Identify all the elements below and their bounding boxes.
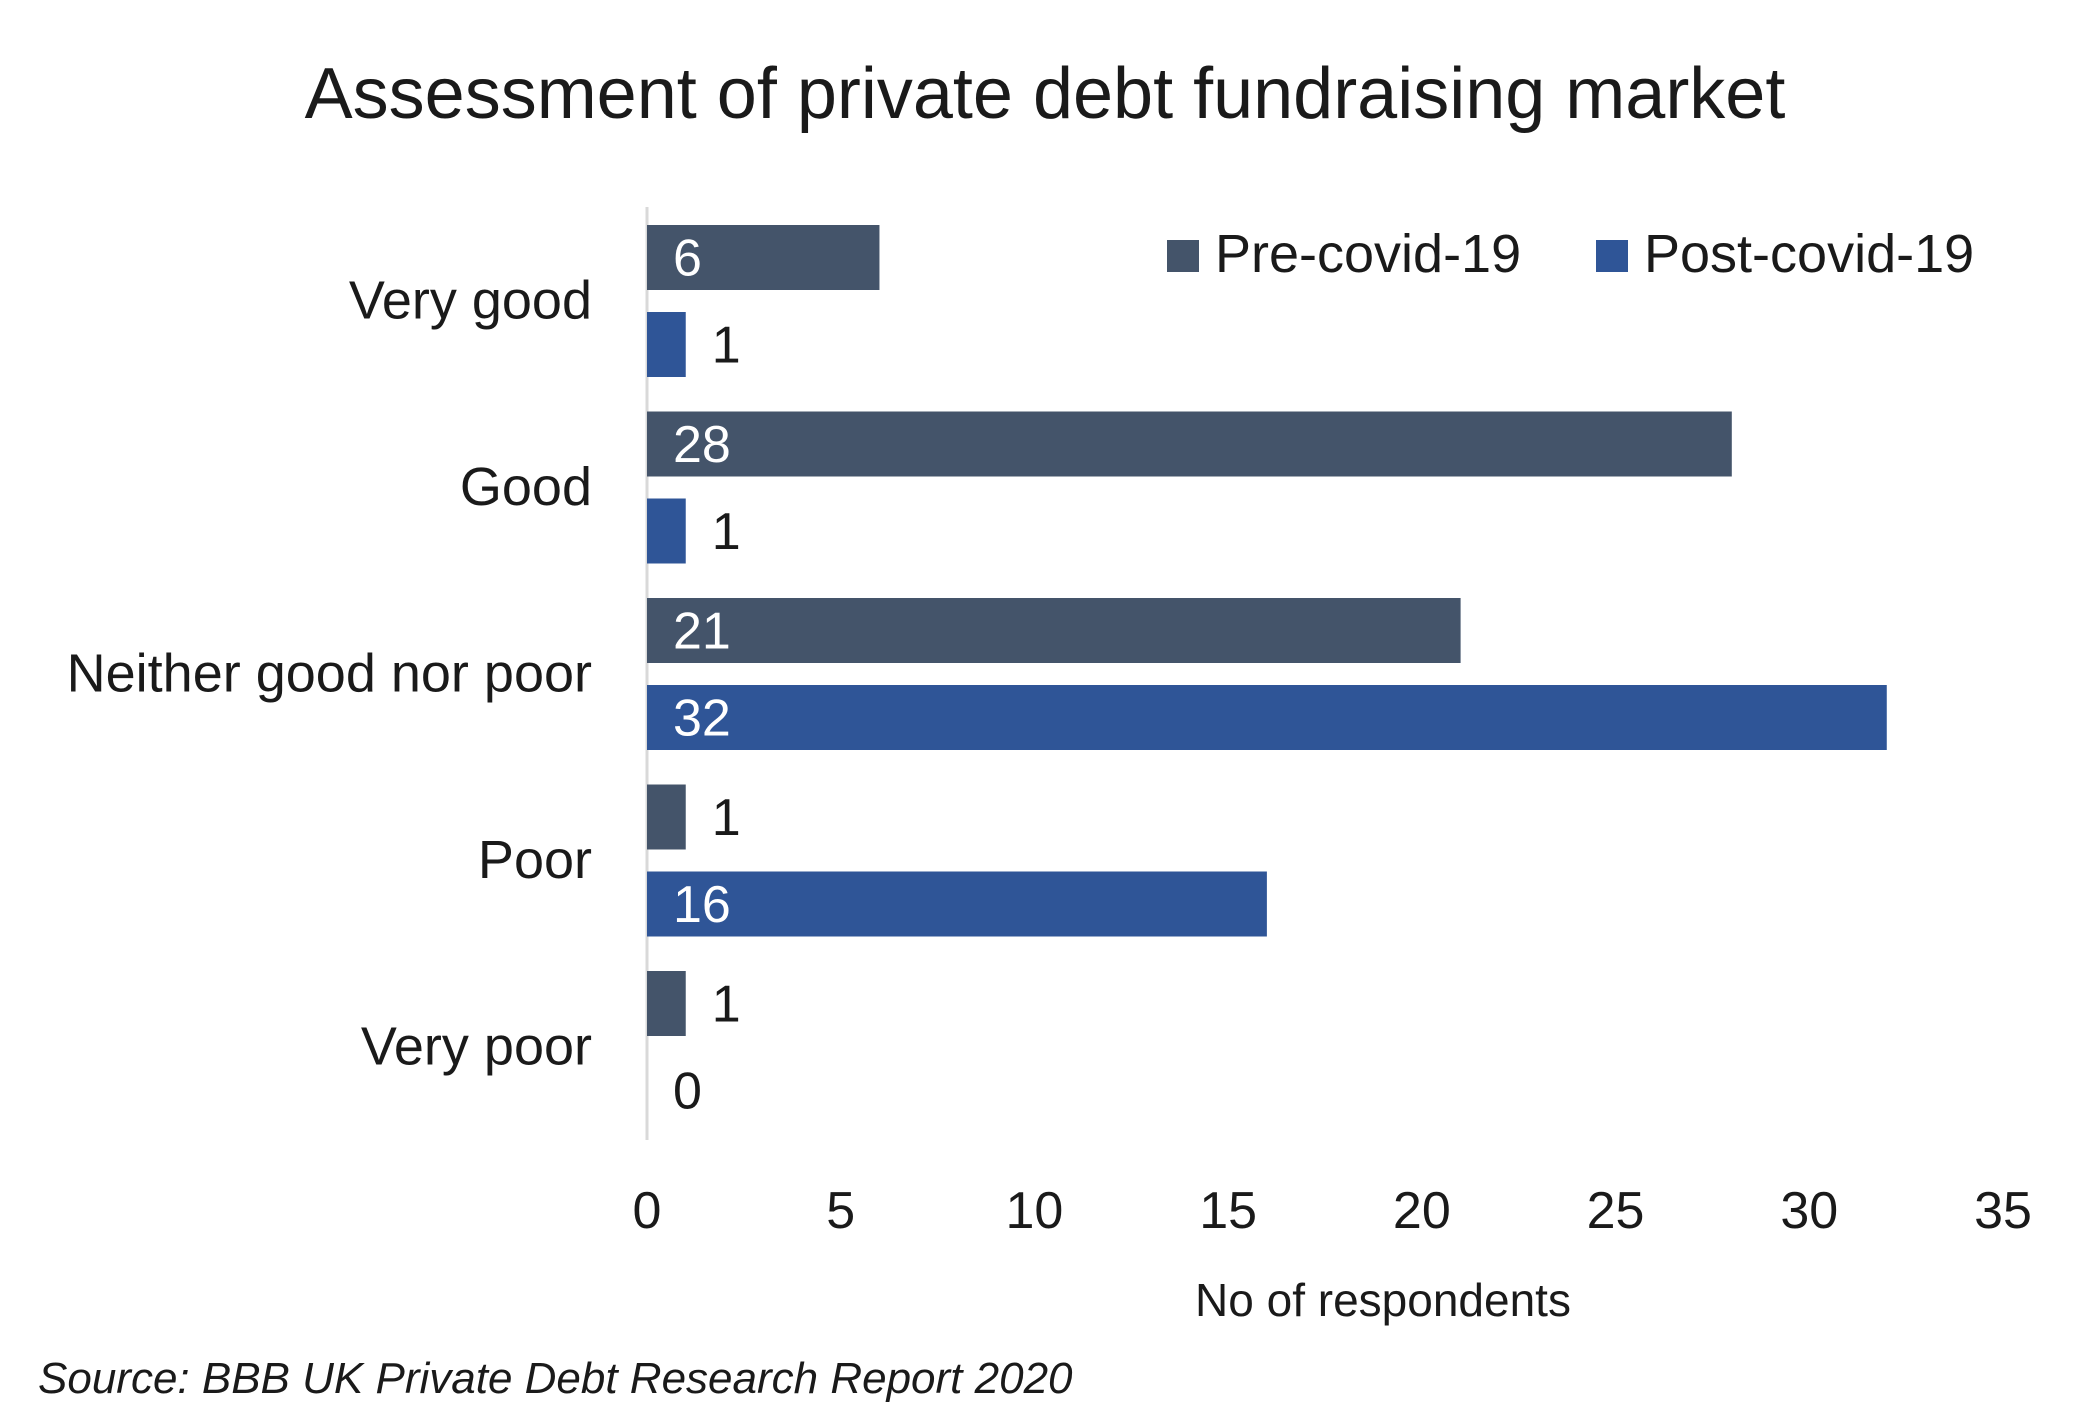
legend-swatch <box>1596 240 1628 272</box>
legend-label: Post-covid-19 <box>1644 224 1974 284</box>
category-label: Good <box>460 457 592 517</box>
chart-title: Assessment of private debt fundraising m… <box>305 54 1786 134</box>
data-label: 1 <box>712 789 741 847</box>
data-label: 1 <box>712 976 741 1034</box>
bar-post-covid-19 <box>647 685 1887 750</box>
x-tick-label: 5 <box>826 1182 855 1240</box>
x-axis-title: No of respondents <box>1195 1274 1571 1326</box>
category-labels: Very good Good Neither good nor poor Poor Ve… <box>67 270 592 1076</box>
legend: Pre-covid-19 Post-covid-19 <box>1167 224 1974 284</box>
bar-pre-covid-19 <box>647 971 686 1036</box>
x-tick-label: 10 <box>1006 1182 1064 1240</box>
data-label: 21 <box>673 603 731 661</box>
data-label: 28 <box>673 416 731 474</box>
bar-pre-covid-19 <box>647 784 686 850</box>
x-tick-label: 25 <box>1587 1182 1645 1240</box>
data-label: 16 <box>673 876 731 934</box>
x-tick-label: 0 <box>633 1182 662 1240</box>
bars <box>647 225 1887 1036</box>
legend-label: Pre-covid-19 <box>1215 224 1521 284</box>
data-label: 1 <box>712 503 741 561</box>
bar-post-covid-19 <box>647 312 686 377</box>
legend-swatch <box>1167 240 1199 272</box>
data-label: 0 <box>673 1063 702 1121</box>
data-label: 1 <box>712 317 741 375</box>
source-note: Source: BBB UK Private Debt Research Rep… <box>38 1354 1073 1403</box>
category-label: Neither good nor poor <box>67 643 592 703</box>
x-tick-labels: 0 5 10 15 20 25 30 35 <box>633 1182 2032 1240</box>
data-label: 6 <box>673 230 702 288</box>
x-tick-label: 30 <box>1780 1182 1838 1240</box>
bar-post-covid-19 <box>647 498 686 564</box>
bar-pre-covid-19 <box>647 411 1732 477</box>
bar-post-covid-19 <box>647 871 1267 937</box>
category-label: Very good <box>349 270 592 330</box>
category-label: Poor <box>478 830 592 890</box>
data-label: 32 <box>673 690 731 748</box>
x-tick-label: 35 <box>1974 1182 2032 1240</box>
bar-pre-covid-19 <box>647 225 880 290</box>
bar-pre-covid-19 <box>647 598 1461 663</box>
x-tick-label: 15 <box>1199 1182 1257 1240</box>
category-label: Very poor <box>361 1016 592 1076</box>
x-tick-label: 20 <box>1393 1182 1451 1240</box>
